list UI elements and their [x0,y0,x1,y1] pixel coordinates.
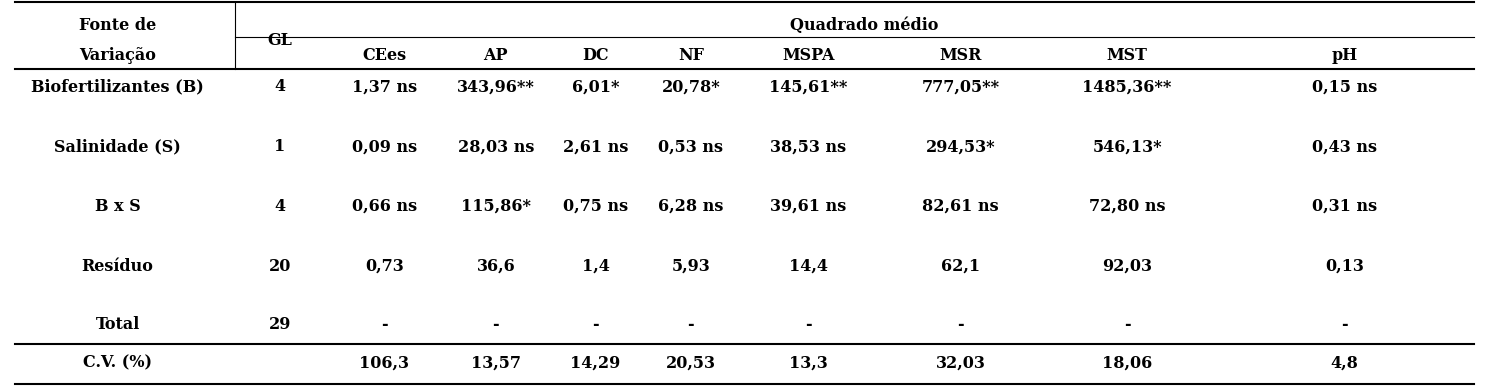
Text: 0,31 ns: 0,31 ns [1312,198,1377,215]
Text: 2,61 ns: 2,61 ns [563,138,628,155]
Text: MST: MST [1106,47,1148,64]
Text: 106,3: 106,3 [359,354,409,371]
Text: 6,01*: 6,01* [572,78,619,95]
Text: 39,61 ns: 39,61 ns [770,198,847,215]
Text: 0,15 ns: 0,15 ns [1312,78,1377,95]
Text: GL: GL [268,32,292,49]
Text: 28,03 ns: 28,03 ns [457,138,535,155]
Text: 0,53 ns: 0,53 ns [658,138,724,155]
Text: 0,09 ns: 0,09 ns [351,138,417,155]
Text: 4: 4 [274,78,286,95]
Text: 36,6: 36,6 [476,258,515,275]
Text: NF: NF [677,47,704,64]
Text: 1: 1 [274,138,286,155]
Text: 0,43 ns: 0,43 ns [1312,138,1377,155]
Text: 14,4: 14,4 [789,258,828,275]
Text: Fonte de: Fonte de [79,17,156,34]
Text: 72,80 ns: 72,80 ns [1088,198,1166,215]
Text: 546,13*: 546,13* [1093,138,1161,155]
Text: 82,61 ns: 82,61 ns [922,198,999,215]
Text: 13,57: 13,57 [471,354,521,371]
Text: 13,3: 13,3 [789,354,828,371]
Text: 1,37 ns: 1,37 ns [351,78,417,95]
Text: Resíduo: Resíduo [82,258,153,275]
Text: DC: DC [582,47,609,64]
Text: B x S: B x S [95,198,140,215]
Text: Quadrado médio: Quadrado médio [791,17,938,34]
Text: 18,06: 18,06 [1102,354,1152,371]
Text: -: - [806,316,812,333]
Text: 1,4: 1,4 [582,258,609,275]
Text: Salinidade (S): Salinidade (S) [54,138,182,155]
Text: 294,53*: 294,53* [926,138,995,155]
Text: 145,61**: 145,61** [770,78,847,95]
Text: 20,53: 20,53 [666,354,716,371]
Text: -: - [1342,316,1348,333]
Text: Total: Total [95,316,140,333]
Text: 115,86*: 115,86* [460,198,532,215]
Text: 92,03: 92,03 [1102,258,1152,275]
Text: 4,8: 4,8 [1331,354,1358,371]
Text: CEes: CEes [362,47,406,64]
Text: -: - [381,316,387,333]
Text: 777,05**: 777,05** [922,78,999,95]
Text: pH: pH [1331,47,1358,64]
Text: -: - [957,316,963,333]
Text: 0,66 ns: 0,66 ns [351,198,417,215]
Text: 1485,36**: 1485,36** [1083,78,1172,95]
Text: MSR: MSR [940,47,981,64]
Text: -: - [593,316,599,333]
Text: AP: AP [484,47,508,64]
Text: 4: 4 [274,198,286,215]
Text: -: - [688,316,694,333]
Text: -: - [1124,316,1130,333]
Text: 32,03: 32,03 [935,354,986,371]
Text: 62,1: 62,1 [941,258,980,275]
Text: Biofertilizantes (B): Biofertilizantes (B) [31,78,204,95]
Text: 14,29: 14,29 [570,354,621,371]
Text: C.V. (%): C.V. (%) [83,354,152,371]
Text: Variação: Variação [79,47,156,64]
Text: 20: 20 [268,258,292,275]
Text: 343,96**: 343,96** [457,78,535,95]
Text: 29: 29 [268,316,292,333]
Text: 20,78*: 20,78* [661,78,721,95]
Text: 0,75 ns: 0,75 ns [563,198,628,215]
Text: 0,13: 0,13 [1325,258,1364,275]
Text: 6,28 ns: 6,28 ns [658,198,724,215]
Text: -: - [493,316,499,333]
Text: 0,73: 0,73 [365,258,404,275]
Text: 38,53 ns: 38,53 ns [770,138,847,155]
Text: MSPA: MSPA [782,47,835,64]
Text: 5,93: 5,93 [672,258,710,275]
